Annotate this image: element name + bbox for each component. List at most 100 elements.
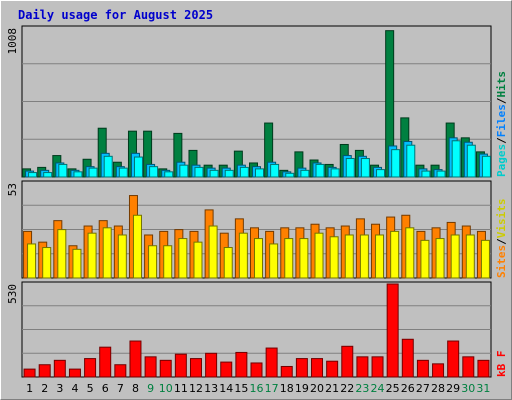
bar-pages-day-15 (239, 166, 249, 178)
x-tick-label-day-15: 15 (234, 382, 248, 395)
bar-pages-day-7 (118, 167, 128, 178)
panel-hits_files_pages-max-label: 1008 (6, 28, 19, 55)
bar-pages-day-16 (255, 168, 264, 178)
x-tick-label-day-8: 8 (132, 382, 139, 395)
bar-pages-day-22 (345, 158, 355, 178)
bar-pages-day-9 (149, 166, 159, 178)
bar-kbytes-day-19 (295, 358, 308, 378)
bar-sites-day-29 (450, 234, 460, 279)
x-tick-label-day-25: 25 (386, 382, 400, 395)
bar-pages-day-6 (103, 155, 113, 178)
chart-title: Daily usage for August 2025 (18, 8, 214, 22)
bar-sites-day-6 (102, 227, 112, 279)
bar-kbytes-day-12 (189, 358, 202, 378)
bar-pages-day-21 (330, 168, 340, 178)
x-tick-label-day-27: 27 (416, 382, 430, 395)
bar-sites-day-4 (72, 248, 82, 279)
bar-sites-day-21 (329, 236, 339, 279)
bar-sites-day-16 (254, 238, 263, 279)
x-tick-label-day-16: 16 (250, 382, 264, 395)
x-tick-label-day-22: 22 (340, 382, 354, 395)
x-tick-label-day-9: 9 (147, 382, 154, 395)
x-tick-label-day-29: 29 (446, 382, 460, 395)
bar-pages-day-12 (194, 166, 204, 178)
bar-sites-day-1 (27, 243, 37, 279)
legend-entry-separator: / (495, 137, 508, 144)
bar-sites-day-23 (359, 234, 369, 279)
x-tick-label-day-20: 20 (310, 382, 324, 395)
bar-pages-day-20 (315, 163, 325, 178)
bar-pages-day-25 (391, 149, 401, 178)
bar-pages-day-4 (73, 171, 83, 178)
x-tick-label-day-3: 3 (56, 382, 63, 395)
panel-hits_files_pages-legend: Pages/Files/Hits (495, 71, 508, 177)
bar-sites-day-15 (238, 232, 248, 279)
x-tick-label-day-14: 14 (219, 382, 233, 395)
bar-sites-day-12 (193, 241, 203, 279)
panel-kbytes-max-label: 530 (6, 284, 19, 304)
x-tick-label-day-1: 1 (26, 382, 33, 395)
bar-kbytes-day-11 (174, 353, 187, 378)
bar-kbytes-day-1 (23, 368, 36, 378)
legend-entry-hits: Hits (495, 71, 508, 98)
x-tick-label-day-13: 13 (204, 382, 218, 395)
bar-pages-day-10 (164, 171, 174, 178)
bar-pages-day-3 (58, 163, 68, 178)
bar-sites-day-10 (163, 245, 173, 279)
bar-sites-day-22 (344, 234, 354, 279)
bar-kbytes-day-7 (114, 364, 127, 378)
legend-entry-kb: kB (495, 363, 508, 377)
bar-kbytes-day-20 (311, 358, 324, 378)
x-tick-label-day-30: 30 (461, 382, 475, 395)
bar-kbytes-day-28 (432, 363, 445, 378)
legend-entry-separator: / (495, 97, 508, 104)
bar-pages-day-2 (43, 172, 53, 178)
bar-kbytes-day-16 (250, 362, 263, 378)
bar-pages-day-30 (466, 144, 476, 178)
legend-entry-separator: / (495, 238, 508, 245)
bar-kbytes-day-13 (205, 352, 218, 378)
bar-kbytes-day-23 (356, 356, 369, 378)
bar-kbytes-day-14 (220, 361, 233, 378)
bar-sites-day-17 (269, 243, 279, 279)
x-tick-label-day-6: 6 (102, 382, 109, 395)
x-tick-label-day-18: 18 (280, 382, 294, 395)
x-tick-label-day-2: 2 (41, 382, 48, 395)
bar-sites-day-25 (390, 230, 400, 279)
bar-sites-day-14 (223, 247, 233, 279)
bar-pages-day-14 (224, 169, 234, 178)
x-tick-label-day-26: 26 (401, 382, 415, 395)
bar-kbytes-day-18 (280, 365, 293, 378)
bar-sites-day-11 (178, 238, 188, 279)
bar-sites-day-24 (375, 234, 385, 279)
bar-sites-day-5 (87, 232, 97, 279)
panel-visits_sites-max-label: 53 (6, 183, 19, 196)
x-tick-label-day-24: 24 (371, 382, 385, 395)
bar-kbytes-day-29 (447, 340, 460, 378)
x-tick-label-day-21: 21 (325, 382, 339, 395)
bar-pages-day-19 (300, 169, 310, 178)
bar-sites-day-8 (132, 214, 142, 279)
legend-entry-files: Files (495, 104, 508, 137)
bar-pages-day-24 (376, 169, 386, 178)
x-tick-label-day-17: 17 (265, 382, 279, 395)
x-tick-label-day-5: 5 (87, 382, 94, 395)
bar-kbytes-day-15 (235, 351, 248, 378)
bar-sites-day-30 (465, 234, 475, 279)
x-tick-label-day-11: 11 (174, 382, 188, 395)
bar-kbytes-day-9 (144, 356, 157, 378)
bar-sites-day-26 (405, 227, 415, 279)
bar-sites-day-13 (208, 225, 218, 279)
bar-pages-day-8 (133, 156, 143, 178)
legend-entry-visits: Visits (495, 199, 508, 239)
bar-kbytes-day-6 (99, 346, 112, 378)
bar-pages-day-5 (88, 167, 98, 178)
bar-kbytes-day-10 (159, 359, 172, 378)
bar-sites-day-19 (299, 238, 309, 279)
bar-pages-day-26 (406, 144, 416, 178)
bar-kbytes-day-25 (386, 283, 399, 378)
bar-kbytes-day-4 (68, 368, 81, 378)
x-tick-label-day-19: 19 (295, 382, 309, 395)
bar-pages-day-29 (451, 140, 461, 178)
bar-sites-day-7 (117, 234, 127, 279)
